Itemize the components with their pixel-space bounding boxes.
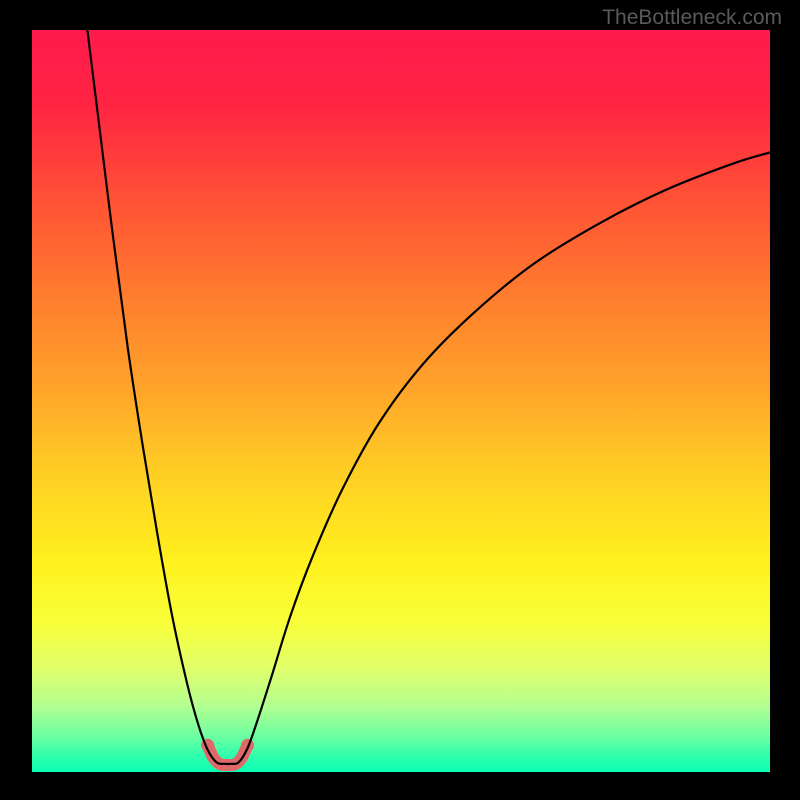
watermark-text: TheBottleneck.com [602,6,782,30]
bottleneck-chart [0,0,800,800]
plot-background [32,30,770,772]
